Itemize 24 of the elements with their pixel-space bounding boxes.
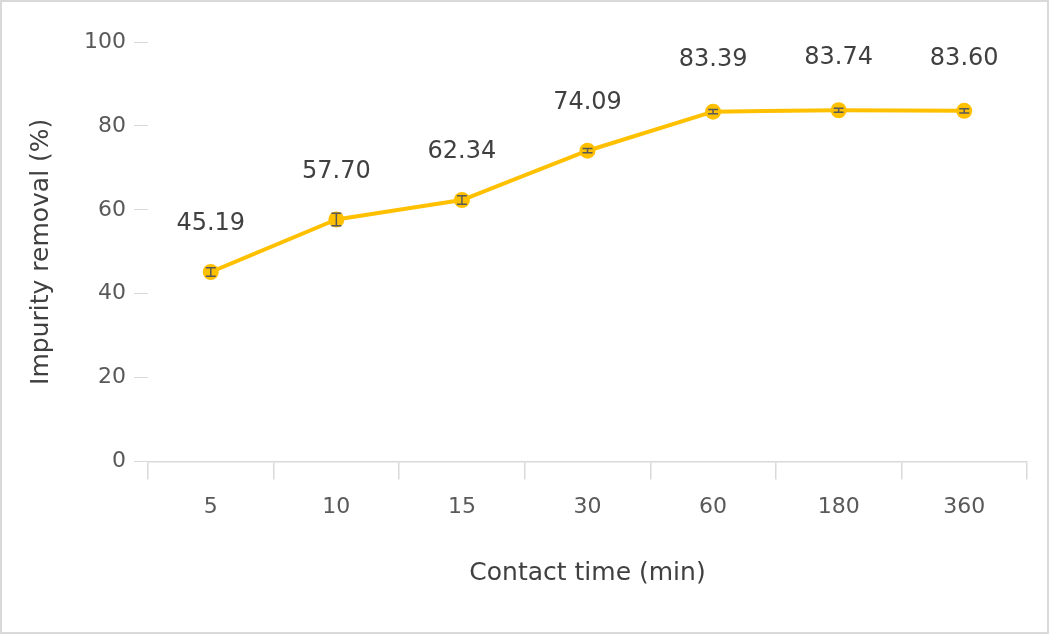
point <box>202 263 219 280</box>
x-tick-label: 60 <box>699 492 728 518</box>
x-tick-label: 30 <box>573 492 602 518</box>
data-label: 62.34 <box>427 136 497 165</box>
y-tick-label: 100 <box>83 27 126 53</box>
data-label: 83.60 <box>929 43 999 72</box>
x-tick-label: 360 <box>943 492 986 518</box>
y-tick-label: 80 <box>97 111 126 137</box>
data-label: 57.70 <box>301 155 371 184</box>
x-tick-label: 10 <box>322 492 351 518</box>
x-tick-label: 180 <box>817 492 860 518</box>
data-label: 83.39 <box>678 43 748 72</box>
x-axis-title: Contact time (min) <box>469 556 706 586</box>
y-axis-title: Impurity removal (%) <box>24 118 54 385</box>
y-tick-label: 40 <box>97 279 126 305</box>
x-tick-label: 15 <box>447 492 476 518</box>
y-tick-label: 60 <box>97 195 126 221</box>
data-label: 45.19 <box>176 208 246 237</box>
data-label: 74.09 <box>553 86 622 115</box>
point <box>453 192 470 209</box>
data-label: 83.74 <box>804 42 873 71</box>
x-tick-label: 5 <box>203 492 218 518</box>
y-tick-label: 20 <box>97 363 126 389</box>
y-tick-label: 0 <box>111 447 126 473</box>
